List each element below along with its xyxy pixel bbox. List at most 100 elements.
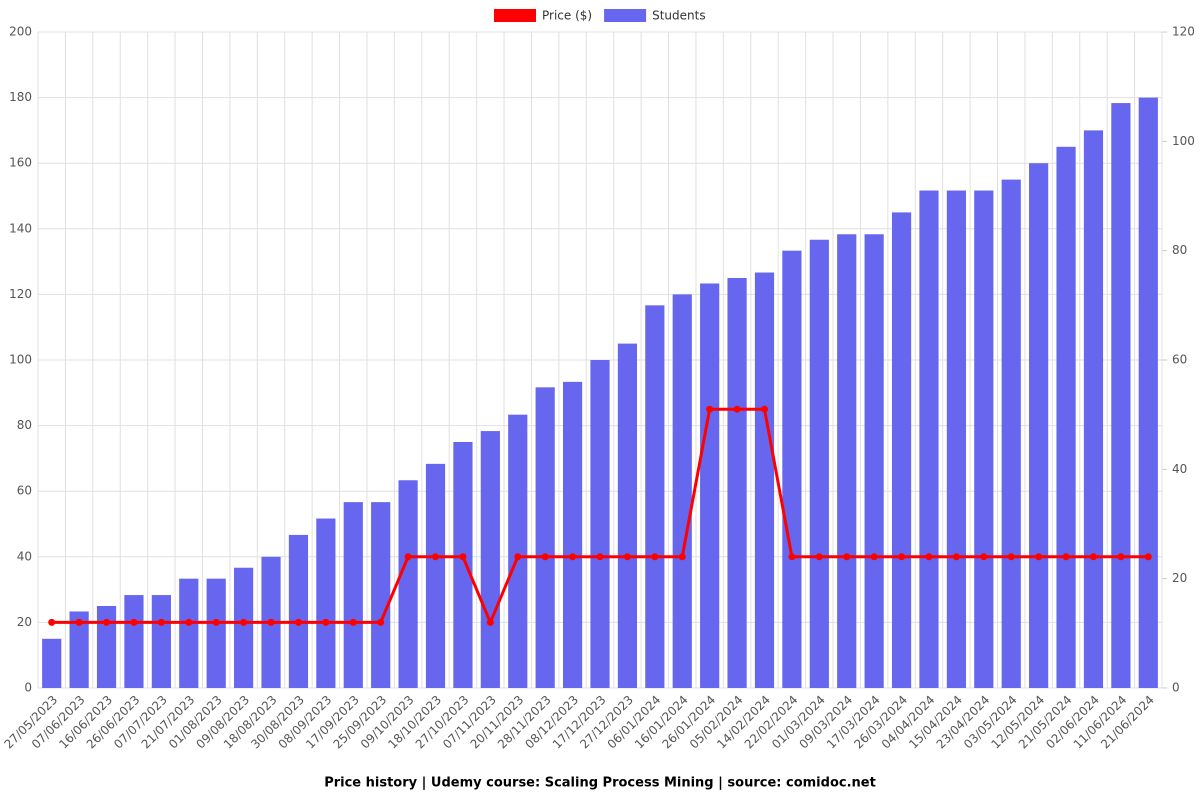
bar [343, 502, 363, 688]
bar [535, 387, 555, 688]
price-point [267, 618, 275, 626]
bar [453, 442, 473, 688]
price-point [322, 618, 330, 626]
legend-label: Price ($) [542, 9, 592, 23]
price-point [240, 618, 248, 626]
price-point [596, 553, 604, 561]
bar [864, 234, 884, 688]
price-point [514, 553, 522, 561]
price-point [377, 618, 385, 626]
y-tick-label: 120 [9, 287, 32, 301]
bar [1001, 179, 1021, 688]
legend-swatch [604, 9, 647, 22]
y-tick-label: 80 [17, 418, 32, 432]
chart-title: Price history | Udemy course: Scaling Pr… [324, 776, 876, 791]
y-tick-label: 0 [24, 681, 32, 695]
y2-tick-label: 80 [1172, 243, 1187, 257]
y-tick-label: 180 [9, 90, 32, 104]
price-point [569, 553, 577, 561]
bar [69, 611, 89, 688]
y-tick-label: 160 [9, 156, 32, 170]
bar [1029, 163, 1049, 688]
bar [700, 283, 720, 688]
bar [946, 190, 966, 689]
bar [480, 431, 500, 688]
price-point [130, 618, 138, 626]
price-point [898, 553, 906, 561]
price-point [815, 553, 823, 561]
bar [42, 638, 62, 688]
price-point [788, 553, 796, 561]
price-point [48, 618, 56, 626]
price-point [404, 553, 412, 561]
legend-swatch [494, 9, 536, 22]
y-tick-label: 20 [17, 615, 32, 629]
price-point [103, 618, 111, 626]
bar [1138, 97, 1158, 689]
price-point [843, 553, 851, 561]
bar [837, 234, 857, 688]
price-point [486, 618, 494, 626]
y2-tick-label: 40 [1172, 462, 1187, 476]
bar [96, 606, 117, 688]
price-point [623, 553, 631, 561]
y-tick-label: 140 [9, 221, 32, 235]
bar [508, 414, 528, 688]
price-point [706, 405, 714, 413]
bar [124, 595, 144, 688]
y-tick-label: 40 [17, 549, 32, 563]
price-point [1007, 553, 1015, 561]
price-point [1035, 553, 1043, 561]
bar [398, 480, 418, 688]
bar [1083, 130, 1104, 688]
bar [562, 381, 583, 688]
price-point [733, 405, 741, 413]
price-point [651, 553, 659, 561]
bar [617, 343, 638, 688]
bar [782, 250, 802, 688]
price-point [212, 618, 220, 626]
bar [151, 595, 171, 688]
bar [672, 294, 692, 688]
y-tick-label: 100 [9, 353, 32, 367]
bar [234, 567, 254, 688]
price-point [157, 618, 165, 626]
y2-tick-label: 0 [1172, 681, 1180, 695]
price-point [1117, 553, 1125, 561]
price-point [1144, 553, 1152, 561]
bar [891, 212, 912, 688]
price-point [980, 553, 988, 561]
bar [1056, 146, 1076, 689]
bar [371, 502, 391, 688]
price-point [678, 553, 686, 561]
y2-tick-label: 60 [1172, 353, 1187, 367]
price-point [925, 553, 933, 561]
bar [316, 518, 336, 688]
legend-label: Students [652, 9, 706, 23]
bar [974, 190, 994, 689]
y-tick-label: 60 [17, 484, 32, 498]
bar [754, 272, 775, 688]
bar [809, 239, 829, 688]
price-point [541, 553, 549, 561]
price-point [760, 405, 768, 413]
price-point [870, 553, 878, 561]
bar [206, 578, 226, 688]
price-point [1062, 553, 1070, 561]
bar [645, 305, 665, 688]
bar [919, 190, 939, 689]
price-point [952, 553, 960, 561]
y-tick-label: 200 [9, 25, 32, 39]
price-point [294, 618, 302, 626]
price-point [185, 618, 193, 626]
bar [727, 278, 747, 688]
y2-tick-label: 20 [1172, 571, 1187, 585]
y2-tick-label: 100 [1172, 134, 1195, 148]
price-point [75, 618, 83, 626]
bar [179, 578, 199, 688]
price-point [1089, 553, 1097, 561]
bar [425, 463, 446, 688]
price-point [459, 553, 467, 561]
y2-tick-label: 120 [1172, 25, 1195, 39]
bar [1111, 103, 1131, 689]
